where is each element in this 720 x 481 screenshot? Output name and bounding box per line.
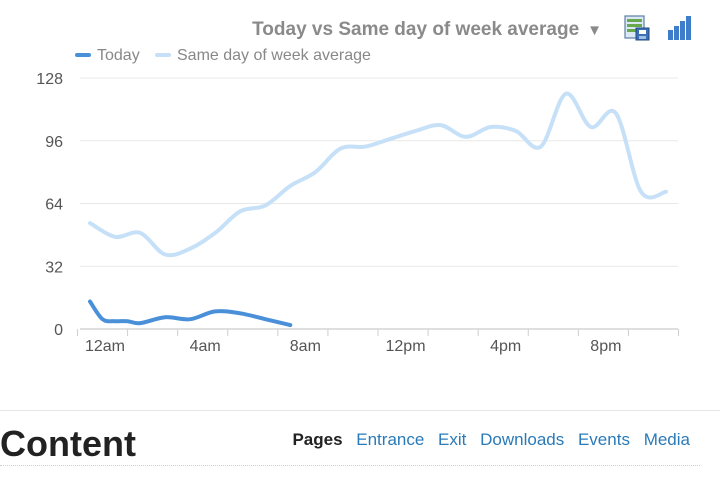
- tab-entrance[interactable]: Entrance: [356, 430, 425, 449]
- legend-item-average[interactable]: Same day of week average: [155, 47, 371, 65]
- series-line-today: [88, 299, 293, 328]
- y-tick-label: 0: [54, 322, 63, 339]
- series-line-average: [88, 91, 668, 258]
- x-tick-label: 4pm: [490, 338, 521, 355]
- chart-header: Today vs Same day of week average ▼: [0, 0, 720, 48]
- section-divider: [0, 410, 720, 411]
- export-data-icon[interactable]: [624, 15, 650, 41]
- legend-item-today[interactable]: Today: [75, 47, 140, 65]
- comparison-dropdown[interactable]: Today vs Same day of week average ▼: [252, 19, 602, 41]
- bar-chart-icon[interactable]: [666, 15, 692, 41]
- content-tabs: Pages Entrance Exit Downloads Events Med…: [283, 430, 690, 450]
- y-tick-label: 32: [45, 259, 63, 276]
- x-tick-label: 4am: [190, 338, 221, 355]
- y-tick-label: 64: [45, 197, 63, 214]
- y-tick-label: 128: [36, 71, 63, 88]
- tab-downloads[interactable]: Downloads: [480, 430, 565, 449]
- line-chart: 0 32 64 96 128 12am 4am 8am 12pm 4pm 8pm: [36, 71, 680, 355]
- x-tick-label: 8am: [290, 338, 321, 355]
- comparison-dropdown-label: Today vs Same day of week average: [252, 19, 580, 40]
- tab-events[interactable]: Events: [577, 430, 630, 449]
- legend-swatch-average: [155, 52, 171, 57]
- x-tick-label: 12pm: [386, 338, 426, 355]
- x-tick-label: 8pm: [590, 338, 621, 355]
- dropdown-arrow-icon: ▼: [587, 22, 602, 39]
- section-divider-dotted: [0, 465, 700, 466]
- legend-swatch-today: [75, 52, 91, 57]
- y-tick-label: 96: [45, 134, 63, 151]
- tab-exit[interactable]: Exit: [438, 430, 467, 449]
- tab-pages[interactable]: Pages: [292, 430, 343, 449]
- section-title: Content: [0, 423, 136, 464]
- legend-label-average: Same day of week average: [177, 47, 371, 64]
- legend-label-today: Today: [97, 47, 140, 64]
- tab-media[interactable]: Media: [643, 430, 690, 449]
- x-tick-label: 12am: [85, 338, 125, 355]
